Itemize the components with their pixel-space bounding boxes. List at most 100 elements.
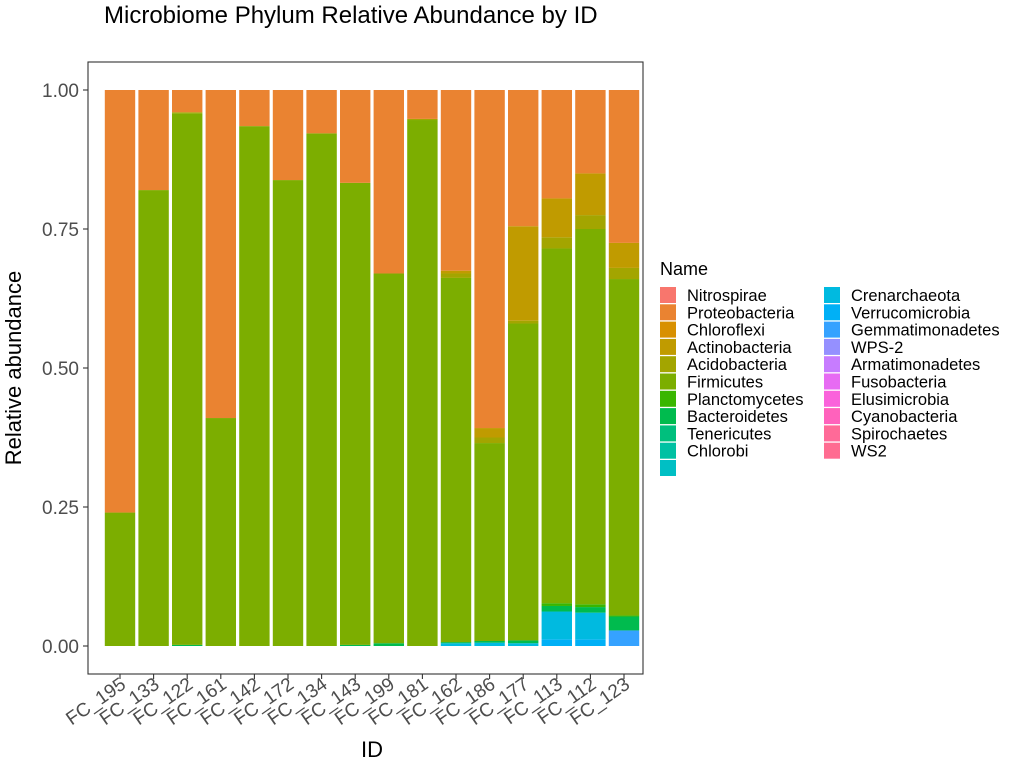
bar-segment-firmicutes — [239, 126, 270, 646]
legend-item: WS2 — [824, 442, 887, 461]
bar-segment-acidobacteria — [474, 437, 505, 444]
legend-key — [824, 338, 840, 355]
bar-fc-113 — [541, 90, 572, 646]
bar-fc-181 — [407, 90, 438, 646]
legend-label: Bacteroidetes — [687, 408, 788, 426]
legend-item: Tenericutes — [660, 425, 771, 443]
legend-item: Bacteroidetes — [660, 408, 788, 426]
legend-label: Chloroflexi — [687, 322, 765, 340]
legend-key — [824, 321, 840, 338]
bar-fc-195 — [104, 90, 136, 646]
bar-segment-crenarchaeota — [508, 643, 539, 646]
bar-segment-proteobacteria — [104, 90, 136, 513]
legend-label: WS2 — [851, 443, 887, 461]
y-tick-label: 0.00 — [42, 637, 79, 658]
bar-segment-proteobacteria — [205, 90, 236, 419]
bars-layer — [104, 90, 640, 646]
bar-segment-firmicutes — [407, 120, 438, 646]
legend-item: Planctomycetes — [660, 390, 803, 409]
bar-segment-firmicutes — [508, 323, 539, 641]
bar-segment-acidobacteria — [508, 320, 539, 324]
legend-item: Spirochaetes — [824, 425, 947, 443]
bar-segment-proteobacteria — [508, 90, 539, 227]
legend-label: Elusimicrobia — [851, 391, 950, 409]
legend-item: WPS-2 — [824, 338, 903, 357]
legend-label: Chlorobi — [687, 443, 748, 461]
bar-fc-123 — [608, 90, 640, 646]
legend: Name NitrospiraeProteobacteriaChloroflex… — [660, 259, 1000, 476]
legend-label: Planctomycetes — [687, 391, 803, 409]
bar-segment-proteobacteria — [474, 90, 505, 429]
bar-segment-planctomycetes — [575, 604, 606, 608]
plot-panel — [87, 61, 644, 675]
legend-label: WPS-2 — [851, 339, 903, 357]
bar-fc-162 — [440, 90, 472, 646]
bar-segment-proteobacteria — [575, 90, 606, 174]
bar-segment-gemmatimonadetes — [608, 630, 640, 646]
bar-segment-proteobacteria — [608, 90, 640, 243]
bar-fc-186 — [474, 90, 505, 646]
legend-key — [660, 390, 676, 407]
y-tick-label: 0.75 — [42, 220, 79, 241]
legend-key — [824, 356, 840, 373]
y-axis: 0.00 0.25 0.50 0.75 1.00 — [42, 81, 88, 658]
legend-item: Cyanobacteria — [824, 408, 958, 426]
bar-segment-bacteroidetes — [575, 607, 606, 613]
legend-item: Proteobacteria — [660, 304, 795, 322]
y-axis-title: Relative abundance — [1, 271, 26, 465]
bar-segment-proteobacteria — [407, 90, 438, 119]
bar-segment-firmicutes — [608, 279, 640, 616]
bar-segment-firmicutes — [205, 418, 236, 646]
bar-segment-proteobacteria — [340, 90, 371, 183]
bar-segment-bacteroidetes — [541, 605, 572, 612]
chart-title: Microbiome Phylum Relative Abundance by … — [104, 2, 598, 29]
y-tick-label: 0.50 — [42, 359, 79, 380]
bar-segment-bacteroidetes — [474, 641, 505, 643]
legend-label: Nitrospirae — [687, 287, 767, 305]
legend-key — [824, 304, 840, 321]
bar-segment-actinobacteria — [440, 270, 472, 274]
legend-items: NitrospiraeProteobacteriaChloroflexiActi… — [660, 287, 1000, 476]
y-tick-label: 1.00 — [42, 81, 79, 102]
bar-segment-actinobacteria — [541, 198, 572, 238]
bar-segment-acidobacteria — [440, 273, 472, 278]
bar-segment-actinobacteria — [474, 428, 505, 438]
legend-item: Fusobacteria — [824, 373, 947, 392]
legend-key — [660, 442, 676, 459]
bar-segment-acidobacteria — [608, 267, 640, 280]
bar-segment-planctomycetes — [608, 615, 640, 617]
legend-item: Elusimicrobia — [824, 390, 950, 409]
legend-item: Chloroflexi — [660, 321, 765, 340]
legend-label: Verrucomicrobia — [851, 304, 971, 322]
y-tick-label: 0.25 — [42, 498, 79, 519]
bar-segment-actinobacteria — [508, 226, 539, 321]
bar-segment-firmicutes — [104, 512, 136, 646]
x-axis: FC_195FC_133FC_122FC_161FC_142FC_172FC_1… — [62, 674, 633, 730]
legend-key — [660, 408, 676, 425]
bar-fc-161 — [205, 90, 236, 646]
bar-segment-firmicutes — [138, 190, 169, 646]
legend-key — [824, 442, 840, 459]
legend-key — [824, 287, 840, 303]
bar-segment-bacteroidetes — [172, 644, 203, 646]
bar-fc-134 — [306, 90, 337, 646]
legend-item: Crenarchaeota — [824, 287, 961, 305]
legend-label: Proteobacteria — [687, 304, 795, 322]
x-axis-title: ID — [361, 737, 383, 762]
bar-segment-verrucomicrobia — [575, 639, 606, 646]
legend-item: Actinobacteria — [660, 338, 792, 357]
legend-key — [660, 338, 676, 355]
legend-item: Chlorobi — [660, 442, 748, 461]
legend-key — [660, 321, 676, 338]
legend-key — [660, 460, 676, 476]
legend-key — [824, 425, 840, 442]
legend-item: Acidobacteria — [660, 356, 788, 374]
bar-segment-proteobacteria — [272, 90, 304, 181]
legend-key — [660, 287, 676, 303]
legend-title: Name — [660, 259, 708, 279]
legend-key — [824, 373, 840, 390]
legend-label: Armatimonadetes — [851, 356, 980, 374]
bar-segment-crenarchaeota — [541, 611, 572, 640]
bar-fc-142 — [239, 90, 270, 646]
legend-key — [660, 373, 676, 390]
